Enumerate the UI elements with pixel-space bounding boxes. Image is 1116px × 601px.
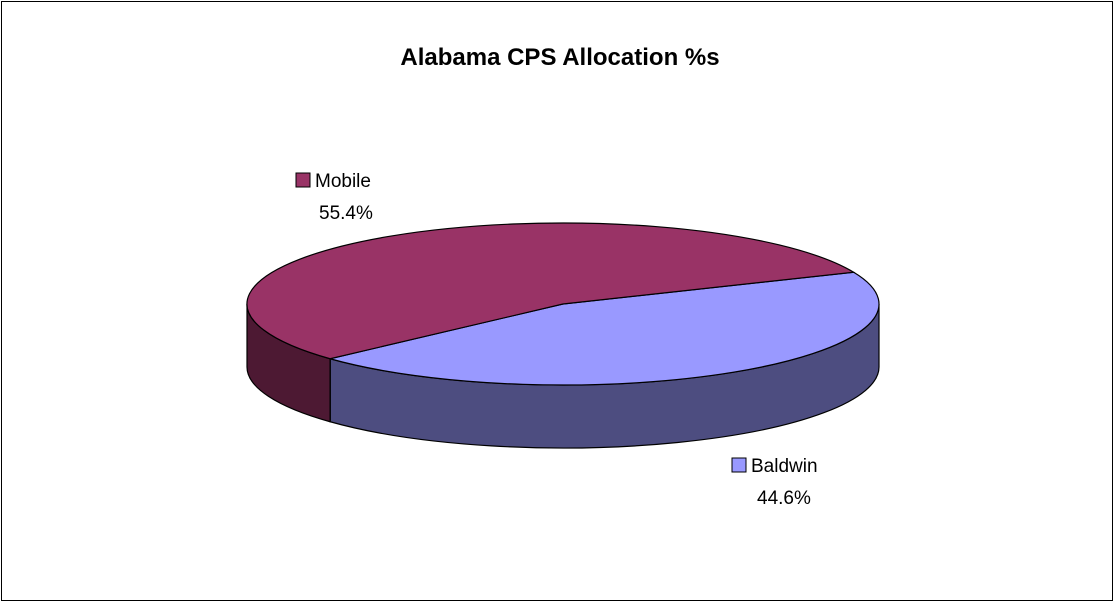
data-label-baldwin: Baldwin 44.6% (731, 456, 818, 509)
pie-slice-baldwin (329, 271, 880, 386)
pie-group (246, 222, 880, 449)
legend-key-baldwin (731, 457, 747, 473)
slice-percent-baldwin: 44.6% (757, 488, 811, 509)
slice-percent-mobile: 55.4% (319, 203, 373, 224)
legend-key-mobile (295, 172, 311, 188)
slice-label-mobile: Mobile (315, 171, 371, 192)
pie-slice-mobile (246, 222, 856, 360)
chart-title: Alabama CPS Allocation %s (400, 44, 719, 71)
slice-label-baldwin: Baldwin (751, 456, 818, 477)
data-label-mobile: Mobile 55.4% (295, 171, 373, 224)
